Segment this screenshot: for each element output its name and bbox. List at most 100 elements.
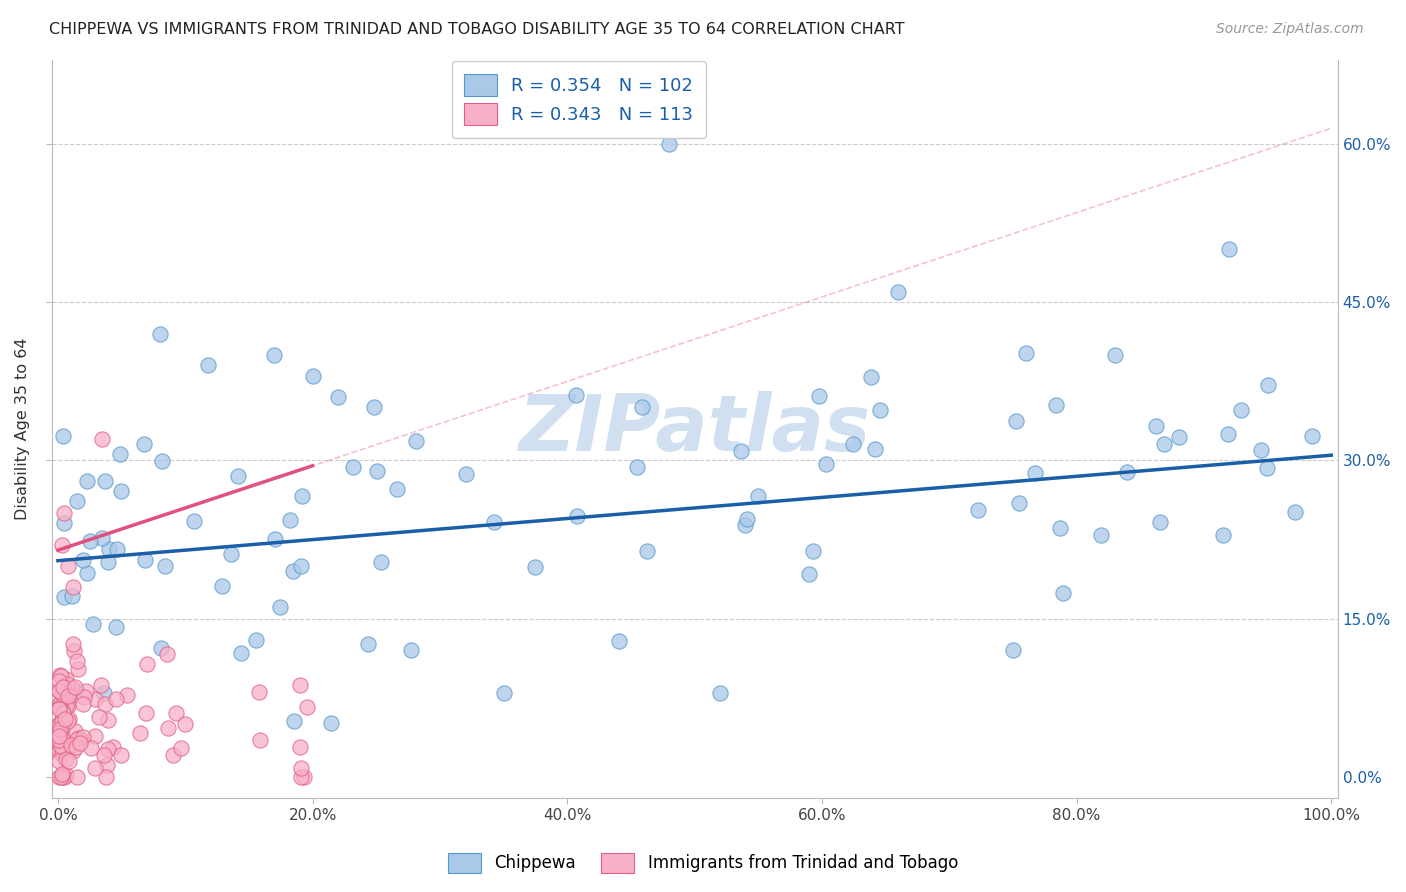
Point [72, 697, 94, 711]
Point [1045, 398, 1067, 412]
Point [51, 747, 73, 761]
Point [281, 564, 304, 578]
Point [60, 681, 83, 695]
Point [1015, 346, 1038, 360]
Point [83, 729, 105, 743]
Point [49, 770, 72, 784]
Point [66, 494, 89, 508]
Point [1153, 437, 1175, 451]
Point [631, 400, 654, 414]
Point [65, 723, 87, 738]
Point [49, 701, 72, 715]
Point [249, 733, 271, 747]
Point [967, 503, 990, 517]
Point [264, 532, 287, 546]
Point [385, 482, 408, 496]
Point [69, 735, 91, 749]
Point [103, 739, 125, 754]
Point [229, 646, 252, 660]
Point [197, 359, 219, 373]
Point [48, 684, 70, 698]
Point [76, 566, 98, 580]
Point [269, 599, 291, 614]
Point [58, 686, 80, 700]
Point [842, 437, 865, 451]
Point [292, 770, 315, 784]
Point [405, 434, 427, 448]
Point [52, 706, 75, 720]
Point [658, 136, 681, 151]
Point [1005, 414, 1028, 428]
Point [56, 696, 79, 710]
Point [48, 673, 70, 688]
Point [1250, 443, 1272, 458]
Point [370, 555, 392, 569]
Point [51, 731, 73, 745]
Point [49, 743, 72, 757]
Point [1149, 516, 1171, 530]
Point [62, 637, 84, 651]
Point [70, 732, 93, 747]
Point [173, 717, 195, 731]
Point [366, 464, 388, 478]
Point [565, 509, 588, 524]
Point [801, 544, 824, 558]
Point [1284, 506, 1306, 520]
Point [66, 731, 89, 746]
Legend: Chippewa, Immigrants from Trinidad and Tobago: Chippewa, Immigrants from Trinidad and T… [441, 847, 965, 880]
Point [48, 754, 70, 768]
Point [734, 517, 756, 532]
Point [1144, 418, 1167, 433]
Point [484, 515, 506, 529]
Point [290, 770, 312, 784]
Point [1001, 643, 1024, 657]
Point [326, 390, 349, 404]
Point [94, 698, 117, 712]
Text: Source: ZipAtlas.com: Source: ZipAtlas.com [1216, 22, 1364, 37]
Point [283, 714, 305, 728]
Point [58, 689, 80, 703]
Point [869, 402, 891, 417]
Point [1104, 348, 1126, 362]
Point [135, 657, 157, 671]
Point [58, 754, 80, 768]
Point [319, 716, 342, 731]
Point [247, 684, 270, 698]
Point [48, 733, 70, 747]
Point [72, 730, 94, 744]
Point [735, 512, 758, 526]
Legend: R = 0.354   N = 102, R = 0.343   N = 113: R = 0.354 N = 102, R = 0.343 N = 113 [451, 62, 706, 137]
Point [55, 672, 77, 686]
Point [128, 726, 150, 740]
Point [75, 683, 97, 698]
Point [89, 710, 111, 724]
Point [245, 633, 267, 648]
Point [863, 442, 886, 457]
Point [454, 467, 477, 481]
Point [132, 436, 155, 450]
Point [56, 677, 79, 691]
Point [49, 739, 72, 754]
Point [90, 678, 112, 692]
Point [62, 580, 84, 594]
Point [90, 531, 112, 545]
Point [49, 669, 72, 683]
Point [110, 483, 132, 498]
Text: ZIPatlas: ZIPatlas [519, 391, 870, 467]
Point [65, 684, 87, 698]
Point [1216, 426, 1239, 441]
Point [1257, 378, 1279, 392]
Point [98, 541, 121, 556]
Point [56, 699, 79, 714]
Point [48, 698, 70, 712]
Point [97, 742, 120, 756]
Point [1218, 243, 1240, 257]
Point [363, 401, 385, 415]
Point [63, 680, 86, 694]
Point [93, 747, 115, 762]
Point [97, 555, 120, 569]
Point [52, 681, 75, 695]
Point [83, 761, 105, 775]
Point [96, 758, 118, 772]
Point [49, 714, 72, 729]
